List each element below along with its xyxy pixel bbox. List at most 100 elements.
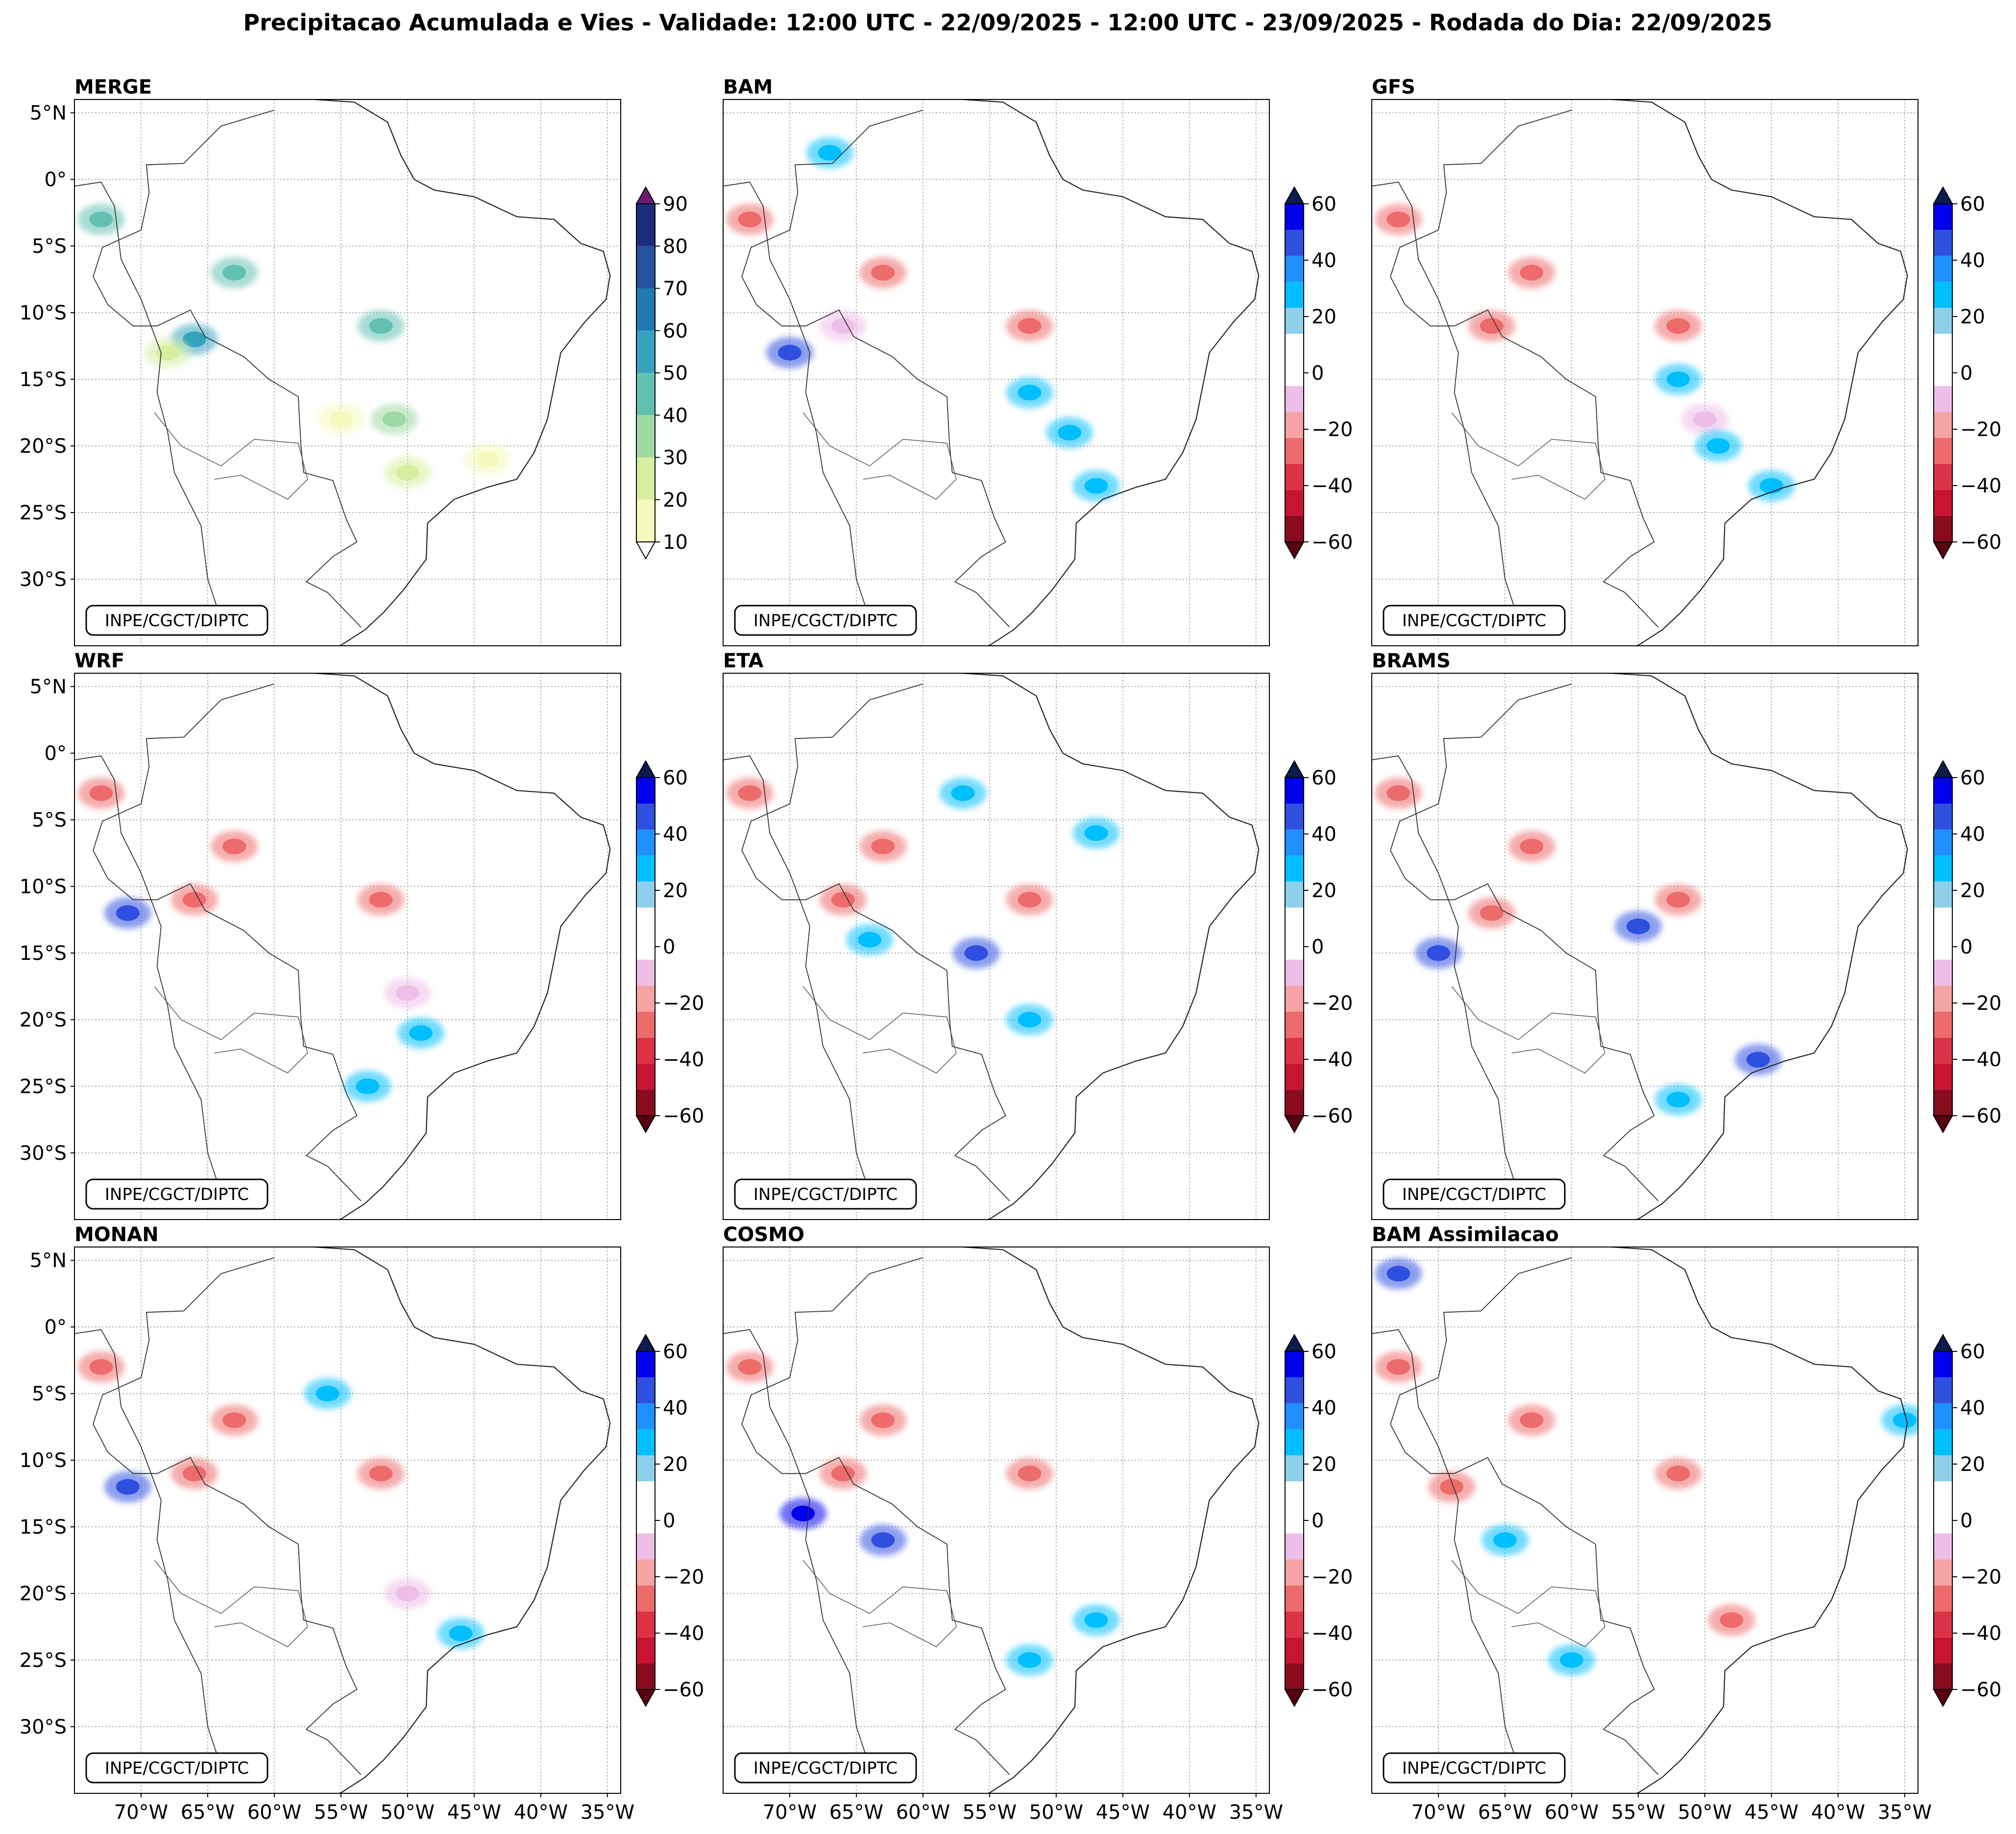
pacific-coast — [74, 181, 221, 619]
lat-tick-label: 25°S — [20, 1649, 67, 1672]
colorbar-bin — [636, 1351, 655, 1378]
field-blob — [1018, 318, 1042, 334]
colorbar-bin — [1285, 1037, 1304, 1064]
colorbar-tick-label: 40 — [1312, 1397, 1336, 1419]
colorbar-extend-max — [1284, 1333, 1305, 1352]
colorbar-bin — [1285, 1377, 1304, 1404]
colorbar-tick-label: 20 — [1312, 306, 1336, 328]
lat-tick-label: 25°S — [20, 1076, 67, 1098]
colorbar-bin — [1934, 360, 1952, 386]
colorbar-bin — [1934, 1011, 1952, 1038]
field-blob — [1693, 411, 1717, 427]
colorbar-bin — [1285, 412, 1304, 438]
map-frame — [723, 99, 1270, 646]
map-frame — [74, 99, 621, 646]
colorbar-tick-label: 60 — [1960, 1341, 1985, 1363]
lon-tick-label: 40°W — [514, 1801, 568, 1824]
panel-title: COSMO — [723, 1223, 804, 1246]
colorbar-tick-label: −60 — [1312, 531, 1353, 554]
credit-text: INPE/CGCT/DIPTC — [105, 611, 249, 631]
colorbar-bin — [636, 1663, 655, 1689]
colorbar-bin — [636, 830, 655, 856]
panel-title: BAM — [723, 76, 773, 98]
field-blob — [449, 1625, 473, 1641]
colorbar-tick-label: 0 — [663, 1510, 675, 1532]
country-border — [154, 412, 308, 500]
colorbar-bin — [1934, 308, 1952, 334]
colorbar-tick-label: −20 — [1312, 992, 1353, 1015]
field-blob — [1626, 918, 1650, 934]
credit-badge: INPE/CGCT/DIPTC — [1383, 605, 1566, 636]
colorbar-bin — [1285, 308, 1304, 334]
map-frame — [723, 673, 1270, 1220]
colorbar-bin — [1934, 933, 1952, 960]
field-blob — [395, 465, 419, 481]
colorbar-bin — [1934, 1429, 1952, 1456]
map-panel: GFS INPE/CGCT/DIPTC 60 40 20 0 −20 −40 −60 — [1371, 76, 2001, 646]
colorbar-bin — [1934, 1403, 1952, 1430]
country-border — [1451, 412, 1605, 500]
colorbar-bin — [1934, 282, 1952, 308]
panel-title: GFS — [1372, 76, 1415, 98]
colorbar-bin — [636, 204, 655, 246]
country-border — [741, 109, 1010, 628]
colorbar-bin — [1285, 204, 1304, 230]
colorbar-bin — [1285, 230, 1304, 256]
colorbar-bin — [1285, 1507, 1304, 1534]
colorbar-bin — [636, 907, 655, 934]
field-blob — [738, 785, 762, 801]
colorbar-bin — [1285, 1455, 1304, 1482]
credit-badge: INPE/CGCT/DIPTC — [85, 1178, 268, 1210]
lat-tick-label: 20°S — [20, 1009, 67, 1031]
colorbar-bin — [1285, 464, 1304, 490]
field-blob — [1386, 211, 1410, 227]
colorbar-bin — [636, 1507, 655, 1534]
map-frame — [74, 673, 621, 1220]
credit-text: INPE/CGCT/DIPTC — [753, 1759, 898, 1778]
lat-tick-label: 30°S — [20, 1142, 67, 1165]
colorbar-extend-max — [635, 759, 656, 778]
colorbar-bin — [1285, 334, 1304, 360]
colorbar-bin — [636, 1559, 655, 1586]
colorbar-bin — [1934, 907, 1952, 934]
colorbar: 60 40 20 0 −20 −40 −60 — [1284, 1333, 1353, 1708]
colorbar-bin — [1934, 1037, 1952, 1064]
colorbar-tick-label: 40 — [1312, 249, 1336, 272]
colorbar-bin — [636, 457, 655, 500]
colorbar-extend-min — [1284, 1689, 1305, 1708]
lon-tick-label: 65°W — [181, 1801, 235, 1824]
credit-text: INPE/CGCT/DIPTC — [753, 611, 898, 631]
country-border — [154, 986, 308, 1074]
lat-tick-label: 5°S — [32, 809, 67, 831]
field-blob — [395, 1586, 419, 1602]
field-blob — [1493, 1532, 1517, 1548]
pacific-coast — [723, 181, 870, 619]
field-blob — [778, 344, 802, 361]
colorbar-bin — [1934, 334, 1952, 360]
colorbar-bin — [1285, 1089, 1304, 1116]
colorbar-bin — [1934, 1063, 1952, 1090]
colorbar-bin — [1934, 515, 1952, 542]
map-panel: BAM Assimilacao INPE/CGCT/DIPTC 70°W 65°W 60… — [1371, 1223, 2001, 1824]
credit-badge: INPE/CGCT/DIPTC — [1383, 1752, 1566, 1784]
field-blob — [222, 265, 246, 281]
colorbar-tick-label: 20 — [663, 1453, 688, 1476]
coastline — [313, 1247, 611, 1793]
credit-badge: INPE/CGCT/DIPTC — [85, 1752, 268, 1784]
credit-text: INPE/CGCT/DIPTC — [1402, 1759, 1546, 1778]
colorbar-bin — [1285, 1063, 1304, 1090]
lat-tick-label: 15°S — [20, 368, 67, 391]
lat-tick-label: 5°N — [30, 102, 67, 124]
colorbar-bin — [636, 1063, 655, 1090]
lon-tick-label: 50°W — [381, 1801, 435, 1824]
lat-tick-label: 30°S — [20, 568, 67, 591]
figure-title: Precipitacao Acumulada e Vies - Validade… — [243, 9, 1772, 36]
colorbar-tick-label: 0 — [1312, 1510, 1324, 1532]
colorbar-extend-min — [635, 541, 656, 560]
colorbar-bin — [636, 499, 655, 542]
colorbar-bin — [636, 985, 655, 1012]
map-area — [723, 99, 1269, 646]
colorbar-tick-label: 60 — [663, 1341, 688, 1363]
lon-tick-label: 35°W — [1229, 1801, 1283, 1824]
coastline — [1610, 1247, 1908, 1793]
